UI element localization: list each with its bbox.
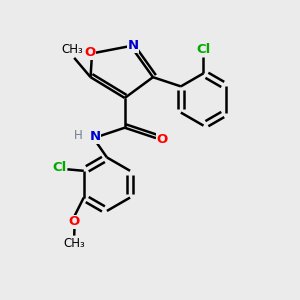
Text: O: O <box>157 133 168 146</box>
Text: N: N <box>128 39 139 52</box>
Text: N: N <box>89 130 100 143</box>
Text: CH₃: CH₃ <box>63 236 85 250</box>
Text: CH₃: CH₃ <box>62 43 84 56</box>
Text: O: O <box>69 215 80 228</box>
Text: Cl: Cl <box>196 43 211 56</box>
Text: O: O <box>84 46 95 59</box>
Text: H: H <box>74 129 83 142</box>
Text: Cl: Cl <box>52 161 66 174</box>
